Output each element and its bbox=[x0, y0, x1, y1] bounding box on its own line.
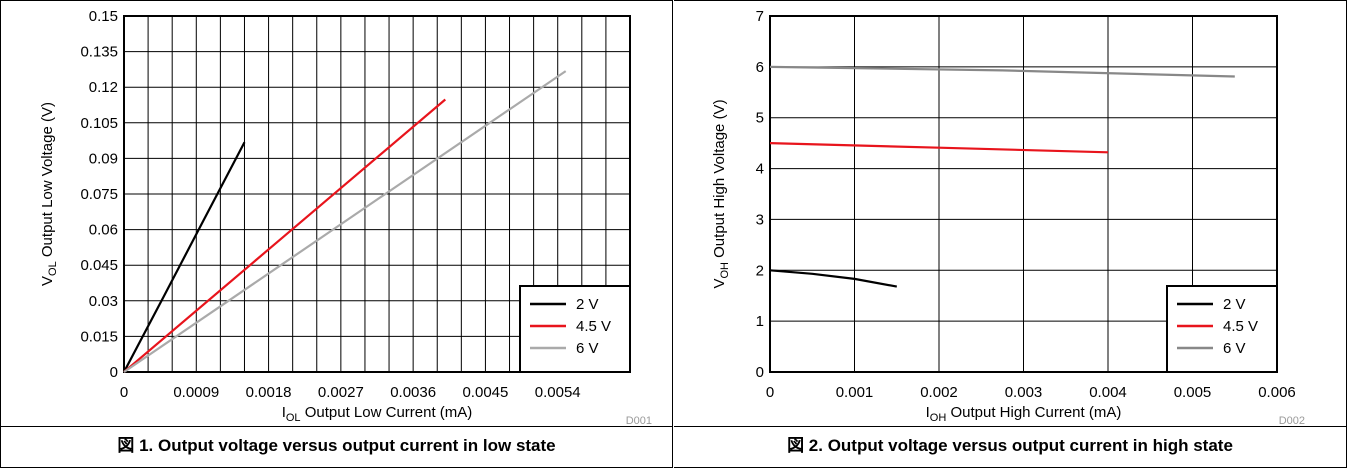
y-tick-label: 0.075 bbox=[80, 186, 118, 203]
series-line bbox=[123, 141, 246, 373]
figure-2-panel: 0 1 2 3 4 5 6 7 0 0.001 0.002 0.003 0.004 0.005 0.006 I… bbox=[674, 0, 1347, 468]
y-tick-label: 4 bbox=[756, 161, 764, 178]
y-tick-label: 2 bbox=[756, 262, 764, 279]
chart-1: 0 0.015 0.03 0.045 0.06 0.075 0.09 0.105 0.12 0.1… bbox=[39, 8, 652, 426]
x-tick-label: 0.002 bbox=[920, 384, 958, 401]
plot-frame bbox=[769, 15, 1278, 373]
y-tick-label: 1 bbox=[756, 313, 764, 330]
figure-1-caption: 図 1. Output voltage versus output curren… bbox=[117, 436, 556, 455]
series-line bbox=[123, 98, 447, 373]
y-tick-label: 5 bbox=[756, 110, 764, 127]
series-line bbox=[123, 70, 567, 373]
caption-divider bbox=[674, 426, 1346, 427]
figure-1-panel: 0 0.015 0.03 0.045 0.06 0.075 0.09 0.105 0.12 0.1… bbox=[0, 0, 673, 468]
x-tick-label: 0.0036 bbox=[390, 384, 436, 401]
figure-code: D002 bbox=[1279, 415, 1305, 426]
series-line bbox=[769, 65, 1235, 78]
x-tick-label: 0.005 bbox=[1174, 384, 1212, 401]
legend-label: 2 V bbox=[576, 296, 599, 313]
y-tick-label: 0.045 bbox=[80, 257, 118, 274]
y-tick-label: 0.15 bbox=[89, 8, 118, 25]
x-tick-label: 0.0027 bbox=[318, 384, 364, 401]
y-axis-label: VOH Output High Voltage (V) bbox=[711, 99, 731, 288]
x-tick-label: 0.0018 bbox=[246, 384, 292, 401]
legend-label: 4.5 V bbox=[1223, 318, 1258, 335]
x-axis-label: IOH Output High Current (mA) bbox=[926, 404, 1122, 424]
legend-label: 6 V bbox=[1223, 340, 1246, 357]
y-tick-label: 0.015 bbox=[80, 328, 118, 345]
caption-divider bbox=[1, 426, 672, 427]
x-tick-label: 0.0009 bbox=[173, 384, 219, 401]
y-tick-label: 3 bbox=[756, 211, 764, 228]
plot-frame bbox=[123, 15, 631, 373]
x-tick-label: 0.001 bbox=[836, 384, 874, 401]
legend-box bbox=[519, 285, 631, 373]
x-tick-label: 0.0054 bbox=[535, 384, 581, 401]
legend-label: 2 V bbox=[1223, 296, 1246, 313]
series-line bbox=[769, 142, 1109, 154]
x-tick-label: 0.006 bbox=[1258, 384, 1296, 401]
figure-code: D001 bbox=[626, 415, 652, 426]
x-tick-label: 0.0045 bbox=[462, 384, 508, 401]
chart-2: 0 1 2 3 4 5 6 7 0 0.001 0.002 0.003 0.004 0.005 0.006 I… bbox=[711, 8, 1305, 426]
x-tick-label: 0.003 bbox=[1005, 384, 1043, 401]
y-tick-label: 0 bbox=[110, 364, 118, 381]
x-tick-label: 0 bbox=[120, 384, 128, 401]
legend-label: 6 V bbox=[576, 340, 599, 357]
legend-box bbox=[1166, 285, 1278, 373]
y-tick-label: 0.105 bbox=[80, 115, 118, 132]
y-axis-label: VOL Output Low Voltage (V) bbox=[39, 102, 59, 286]
series-line bbox=[769, 269, 897, 288]
legend-label: 4.5 V bbox=[576, 318, 611, 335]
x-tick-label: 0.004 bbox=[1089, 384, 1127, 401]
y-tick-label: 6 bbox=[756, 59, 764, 76]
figure-2-caption: 図 2. Output voltage versus output curren… bbox=[787, 436, 1233, 455]
x-tick-label: 0 bbox=[766, 384, 774, 401]
y-tick-label: 0.03 bbox=[89, 293, 118, 310]
y-tick-label: 0 bbox=[756, 364, 764, 381]
x-axis-label: IOL Output Low Current (mA) bbox=[282, 404, 473, 424]
y-tick-label: 0.09 bbox=[89, 150, 118, 167]
y-tick-label: 0.06 bbox=[89, 222, 118, 239]
y-tick-label: 0.12 bbox=[89, 79, 118, 96]
y-tick-label: 7 bbox=[756, 8, 764, 25]
y-tick-label: 0.135 bbox=[80, 44, 118, 61]
